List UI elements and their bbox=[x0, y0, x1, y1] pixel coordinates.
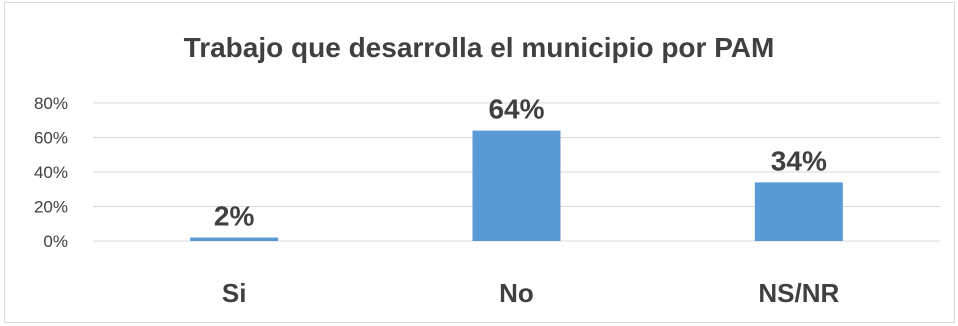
y-tick-label: 20% bbox=[34, 198, 68, 217]
bars bbox=[190, 130, 843, 241]
y-tick-label: 80% bbox=[34, 94, 68, 113]
category-label: Si bbox=[222, 278, 247, 308]
data-label: 64% bbox=[488, 94, 544, 125]
x-axis-categories: Si No NS/NR bbox=[222, 278, 840, 308]
data-label: 34% bbox=[771, 145, 827, 176]
bar-si bbox=[190, 237, 279, 241]
y-tick-label: 0% bbox=[43, 232, 68, 251]
y-tick-label: 60% bbox=[34, 129, 68, 148]
data-labels: 2% 64% 34% bbox=[214, 94, 827, 232]
y-axis-ticks: 0% 20% 40% 60% 80% bbox=[34, 94, 68, 251]
data-label: 2% bbox=[214, 201, 255, 232]
bar-ns-nr bbox=[754, 182, 843, 241]
y-tick-label: 40% bbox=[34, 163, 68, 182]
bar-no bbox=[472, 130, 561, 241]
category-label: NS/NR bbox=[758, 278, 839, 308]
chart-title: Trabajo que desarrolla el municipio por … bbox=[183, 32, 775, 63]
category-label: No bbox=[499, 278, 534, 308]
